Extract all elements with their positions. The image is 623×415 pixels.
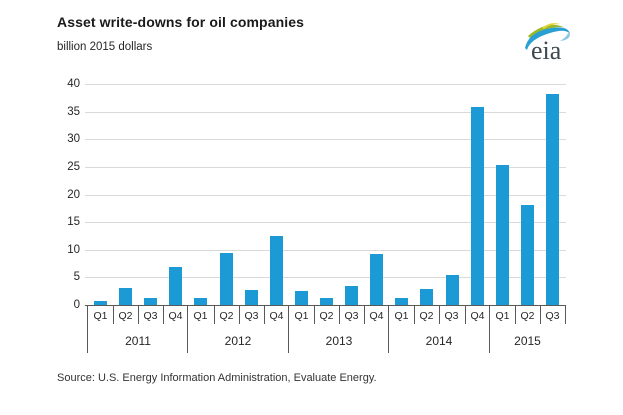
y-axis-tick-label: 35	[67, 106, 80, 118]
quarter-separator-tick	[264, 305, 265, 324]
quarter-label: Q1	[193, 310, 208, 322]
y-axis-tick-label: 20	[67, 189, 80, 201]
y-axis-tick-label: 10	[67, 244, 80, 256]
bar	[471, 107, 484, 305]
quarter-separator-tick	[163, 305, 164, 324]
quarter-label: Q1	[294, 310, 309, 322]
quarter-label: Q4	[168, 310, 183, 322]
grid-line	[85, 250, 566, 251]
quarter-label: Q4	[269, 310, 284, 322]
y-axis-tick-label: 15	[67, 216, 80, 228]
eia-logo-blue-swoosh-icon	[525, 27, 570, 50]
year-label: 2014	[425, 334, 453, 348]
quarter-separator-tick	[239, 305, 240, 324]
quarter-label: Q3	[545, 310, 560, 322]
year-label: 2012	[224, 334, 252, 348]
grid-line	[85, 222, 566, 223]
year-separator-tick	[87, 305, 88, 353]
grid-line	[85, 139, 566, 140]
bar	[420, 289, 433, 305]
bar	[295, 291, 308, 305]
eia-logo-yellow-swoosh-icon	[542, 23, 560, 29]
quarter-label: Q2	[520, 310, 535, 322]
bar	[521, 205, 534, 305]
quarter-separator-tick	[339, 305, 340, 324]
quarter-label: Q1	[495, 310, 510, 322]
quarter-separator-tick	[439, 305, 440, 324]
bar	[370, 254, 383, 305]
eia-logo-lightblue-swoosh-icon	[560, 33, 570, 41]
source-note: Source: U.S. Energy Information Administ…	[57, 372, 377, 384]
y-axis-tick-label: 30	[67, 133, 80, 145]
y-axis-tick-label: 40	[67, 78, 80, 90]
bar	[345, 286, 358, 305]
bar	[496, 165, 509, 305]
bar	[194, 298, 207, 305]
bar	[245, 290, 258, 305]
bar	[270, 236, 283, 305]
year-label: 2011	[125, 334, 151, 348]
bar	[446, 275, 459, 305]
quarter-separator-tick	[414, 305, 415, 324]
chart-subtitle: billion 2015 dollars	[57, 41, 153, 53]
eia-logo: eia	[525, 23, 570, 65]
quarter-separator-tick	[364, 305, 365, 324]
eia-logo-text: eia	[531, 36, 562, 65]
quarter-label: Q1	[394, 310, 409, 322]
bar	[119, 288, 132, 305]
quarter-separator-tick	[515, 305, 516, 324]
quarter-label: Q3	[143, 310, 158, 322]
quarter-label: Q3	[244, 310, 259, 322]
quarter-separator-tick	[214, 305, 215, 324]
quarter-separator-tick	[465, 305, 466, 324]
quarter-separator-tick	[565, 305, 566, 324]
quarter-label: Q2	[419, 310, 434, 322]
bar	[144, 298, 157, 305]
y-axis-tick-label: 0	[73, 299, 80, 311]
chart-title: Asset write-downs for oil companies	[57, 14, 304, 30]
bar	[320, 298, 333, 305]
grid-line	[85, 167, 566, 168]
quarter-label: Q4	[369, 310, 384, 322]
grid-line	[85, 112, 566, 113]
quarter-label: Q2	[219, 310, 234, 322]
quarter-separator-tick	[113, 305, 114, 324]
bar	[546, 94, 559, 305]
quarter-label: Q4	[470, 310, 485, 322]
quarter-label: Q2	[118, 310, 133, 322]
quarter-label: Q3	[444, 310, 459, 322]
y-axis-tick-label: 5	[73, 271, 80, 283]
year-separator-tick	[288, 305, 289, 353]
year-separator-tick	[388, 305, 389, 353]
x-axis-baseline	[85, 305, 566, 306]
year-separator-tick	[187, 305, 188, 353]
grid-line	[85, 84, 566, 85]
y-axis-tick-label: 25	[67, 161, 80, 173]
year-separator-tick	[489, 305, 490, 353]
grid-line	[85, 277, 566, 278]
quarter-label: Q2	[319, 310, 334, 322]
grid-line	[85, 195, 566, 196]
bar	[220, 253, 233, 305]
year-label: 2013	[325, 334, 353, 348]
quarter-separator-tick	[138, 305, 139, 324]
quarter-label: Q1	[93, 310, 108, 322]
quarter-separator-tick	[314, 305, 315, 324]
year-label: 2015	[514, 334, 541, 348]
quarter-separator-tick	[540, 305, 541, 324]
bar	[94, 301, 107, 305]
bar	[395, 298, 408, 305]
bar	[169, 267, 182, 305]
quarter-label: Q3	[344, 310, 359, 322]
